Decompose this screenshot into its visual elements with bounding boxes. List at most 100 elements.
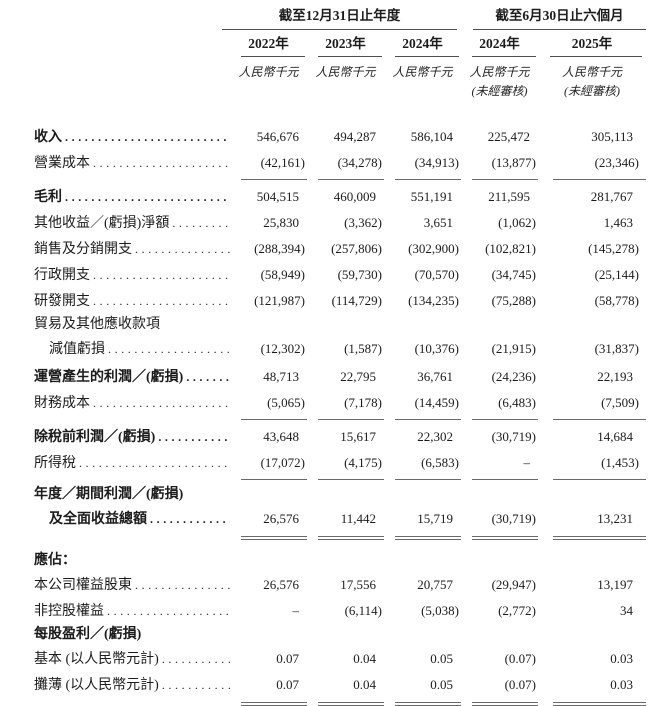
value-cell: (6,114) [344,603,382,618]
value-cell: 494,287 [333,129,376,144]
value-cell: (25,144) [594,267,639,282]
value-cell: (34,745) [491,267,536,282]
value-cell: (102,821) [485,241,536,256]
value-cell: 22,302 [417,429,453,444]
value-cell: (1,062) [498,215,536,230]
row-label: 行政開支 [34,268,90,283]
year-column-header: 2024年 [384,30,461,60]
year-column-header: 2023年 [307,30,384,60]
dot-leader [186,364,230,390]
row-eps-diluted: 攤薄 (以人民幣元計) 0.07 0.04 0.05 (0.07) 0.03 [34,672,646,706]
unaudited-row: (未經審核) (未經審核) [34,84,646,100]
row-label: 所得稅 [34,456,76,471]
row-label: 及全面收益總額 [49,512,147,527]
value-cell: (75,288) [491,293,536,308]
currency-unit: 人民幣千元 [561,65,622,79]
value-cell: (302,900) [408,241,459,256]
value-cell: 26,576 [263,577,299,592]
value-cell: 13,197 [597,577,633,592]
value-cell: (288,394) [254,241,305,256]
value-cell: (114,729) [331,293,382,308]
row-label: 研發開支 [34,294,90,309]
value-cell: (34,278) [307,150,384,180]
dot-leader [93,288,230,314]
value-cell: (58,778) [594,293,639,308]
value-cell: (0.07) [461,672,538,706]
value-cell: 551,191 [410,189,453,204]
dot-leader [79,450,230,476]
value-cell: (30,719) [491,429,536,444]
value-cell: (13,877) [461,150,538,180]
currency-unit: 人民幣千元 [469,65,530,79]
row-label: 每股盈利／(虧損) [34,627,142,642]
row-label: 運營產生的利潤／(虧損) [34,370,184,385]
value-cell: 0.05 [384,672,461,706]
value-cell: (7,509) [538,390,646,420]
value-cell: 11,442 [307,506,384,541]
value-cell: 225,472 [487,129,530,144]
row-equity-shareholders: 本公司權益股東 26,576 17,556 20,757 (29,947) 13… [34,572,646,598]
value-cell: 211,595 [488,189,530,204]
row-label: 除稅前利潤／(虧損) [34,430,156,445]
dot-leader [65,184,230,210]
value-cell: 36,761 [417,369,453,384]
row-total-comprehensive-income: 及全面收益總額 26,576 11,442 15,719 (30,719) 13… [34,506,646,541]
row-label: 其他收益／(虧損)淨額 [34,216,170,231]
row-label: 年度／期間利潤／(虧損) [34,487,184,502]
dot-leader [158,424,230,450]
value-cell: 13,231 [538,506,646,541]
period-annual-header: 截至12月31日止年度 [222,6,457,30]
row-label: 攤薄 (以人民幣元計) [34,678,159,693]
row-cost-of-sales: 營業成本 (42,161) (34,278) (34,913) (13,877)… [34,150,646,180]
value-cell: (6,483) [461,390,538,420]
row-gross-profit: 毛利 504,515 460,009 551,191 211,595 281,7… [34,184,646,210]
currency-unit-row: 人民幣千元 人民幣千元 人民幣千元 人民幣千元 人民幣千元 [34,60,646,84]
row-finance-costs: 財務成本 (5,065) (7,178) (14,459) (6,483) (7… [34,390,646,420]
value-cell: 281,767 [590,189,633,204]
row-attributable-caption: 應佔： [34,550,646,572]
value-cell: 43,648 [263,429,299,444]
value-cell: 20,757 [417,577,453,592]
currency-unit: 人民幣千元 [315,65,376,79]
value-cell: (17,072) [230,450,307,480]
value-cell: (12,302) [260,341,305,356]
value-cell: 460,009 [333,189,376,204]
row-administrative-expenses: 行政開支 (58,949) (59,730) (70,570) (34,745)… [34,262,646,288]
row-label: 非控股權益 [34,604,104,619]
value-cell: (2,772) [498,603,536,618]
row-impairment-caption: 貿易及其他應收款項 [34,314,646,336]
row-other-gains-losses: 其他收益／(虧損)淨額 25,830 (3,362) 3,651 (1,062)… [34,210,646,236]
value-cell: (42,161) [230,150,307,180]
value-cell: 586,104 [410,129,453,144]
value-cell: 0.04 [307,672,384,706]
value-cell: 3,651 [423,215,453,230]
row-income-tax: 所得稅 (17,072) (4,175) (6,583) – (1,453) [34,450,646,480]
value-cell: 504,515 [256,189,299,204]
dot-leader [150,506,230,532]
unaudited-note: (未經審核) [471,84,528,98]
currency-unit: 人民幣千元 [392,65,453,79]
value-cell: (3,362) [344,215,382,230]
dot-leader [162,672,230,698]
value-cell: (145,278) [588,241,639,256]
row-eps-caption: 每股盈利／(虧損) [34,624,646,646]
value-cell: (134,235) [408,293,459,308]
value-cell: 17,556 [340,577,376,592]
row-non-controlling-interests: 非控股權益 – (6,114) (5,038) (2,772) 34 [34,598,646,624]
table-body: 收入 546,676 494,287 586,104 225,472 305,1… [34,124,646,706]
value-cell: 0.03 [610,651,633,666]
value-cell: (257,806) [331,241,382,256]
dot-leader [93,390,230,416]
value-cell: 305,113 [591,129,633,144]
value-cell: 25,830 [263,215,299,230]
row-rnd-expenses: 研發開支 (121,987) (114,729) (134,235) (75,2… [34,288,646,314]
year-column-header: 2022年 [230,30,307,60]
value-cell: (31,837) [594,341,639,356]
value-cell: (30,719) [461,506,538,541]
row-label: 減值虧損 [49,342,105,357]
dot-leader [108,336,230,362]
dot-leader [162,646,230,672]
value-cell: 1,463 [603,215,633,230]
value-cell: (6,583) [384,450,461,480]
value-cell: (1,453) [538,450,646,480]
